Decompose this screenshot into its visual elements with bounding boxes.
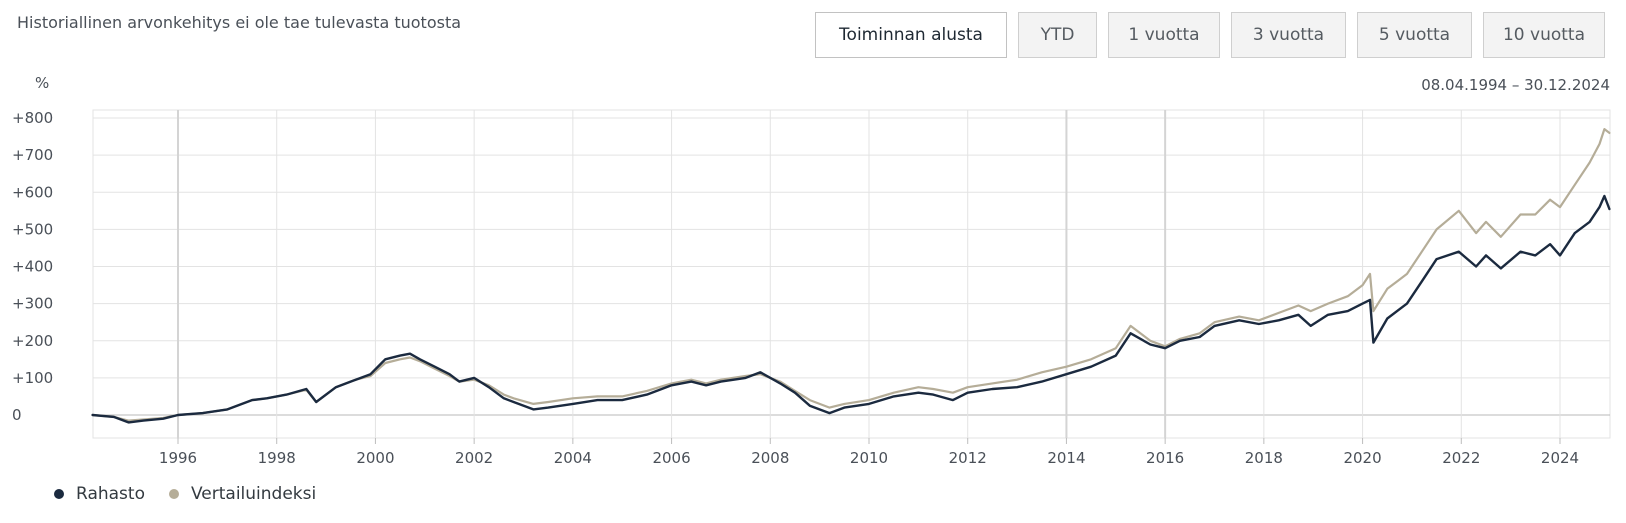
y-tick-label: +500 <box>12 220 53 238</box>
range-button-3-years[interactable]: 3 vuotta <box>1231 12 1346 58</box>
series-line-benchmark <box>91 128 1611 422</box>
x-tick-label: 2000 <box>356 449 394 467</box>
x-tick-label: 2010 <box>850 449 888 467</box>
legend-dot-fund <box>54 489 64 499</box>
y-tick-label: +700 <box>12 146 53 164</box>
y-tick-label: +800 <box>12 109 53 127</box>
legend-item-fund[interactable]: Rahasto <box>54 484 145 504</box>
period-range-label: 08.04.1994 – 30.12.2024 <box>1421 76 1610 94</box>
time-range-selector: Toiminnan alusta YTD 1 vuotta 3 vuotta 5… <box>815 12 1605 58</box>
x-tick-label: 2016 <box>1146 449 1184 467</box>
chart-legend: Rahasto Vertailuindeksi <box>54 484 340 504</box>
y-tick-label: +400 <box>12 258 53 276</box>
x-tick-label: 2012 <box>949 449 987 467</box>
x-tick-label: 2024 <box>1541 449 1579 467</box>
x-tick-label: 2018 <box>1245 449 1283 467</box>
x-tick-label: 1996 <box>159 449 197 467</box>
y-tick-label: +600 <box>12 183 53 201</box>
range-button-since-inception[interactable]: Toiminnan alusta <box>815 12 1007 58</box>
x-tick-label: 1998 <box>258 449 296 467</box>
range-button-1-year[interactable]: 1 vuotta <box>1108 12 1220 58</box>
x-tick-label: 2008 <box>751 449 789 467</box>
y-tick-label: 0 <box>12 406 22 424</box>
x-tick-label: 2022 <box>1442 449 1480 467</box>
chart-disclaimer: Historiallinen arvonkehitys ei ole tae t… <box>17 13 462 32</box>
legend-label-fund: Rahasto <box>76 484 145 504</box>
plot-frame <box>92 109 1611 439</box>
series-line-fund <box>91 194 1611 424</box>
legend-label-benchmark: Vertailuindeksi <box>190 484 317 504</box>
y-tick-label: +300 <box>12 295 53 313</box>
y-tick-label: +200 <box>12 332 53 350</box>
x-tick-label: 2004 <box>554 449 592 467</box>
range-button-10-years[interactable]: 10 vuotta <box>1483 12 1605 58</box>
range-button-ytd[interactable]: YTD <box>1018 12 1097 58</box>
legend-item-benchmark[interactable]: Vertailuindeksi <box>168 484 317 504</box>
y-tick-label: +100 <box>12 369 53 387</box>
x-tick-label: 2002 <box>455 449 493 467</box>
range-button-5-years[interactable]: 5 vuotta <box>1357 12 1472 58</box>
legend-dot-benchmark <box>168 489 179 499</box>
x-tick-label: 2020 <box>1343 449 1381 467</box>
x-tick-label: 2006 <box>652 449 690 467</box>
x-tick-label: 2014 <box>1047 449 1085 467</box>
y-axis-unit-label: % <box>35 74 50 92</box>
